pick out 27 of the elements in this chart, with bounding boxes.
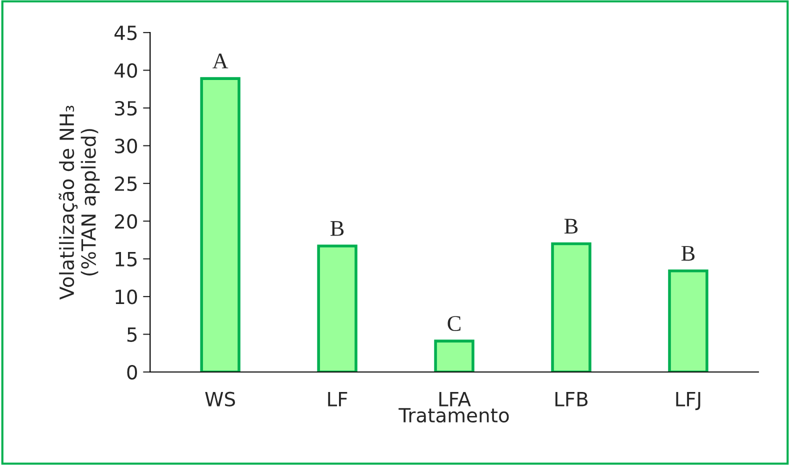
x-tick-label: LFJ xyxy=(676,392,700,410)
bar xyxy=(434,340,474,372)
y-tick-label: 30 xyxy=(115,138,138,154)
x-tick-label: LFA xyxy=(439,392,471,406)
y-tick-label: 40 xyxy=(114,63,138,78)
annotation: B xyxy=(330,221,344,236)
y-tick-label: 45 xyxy=(114,26,137,40)
bar xyxy=(668,270,708,372)
annotation: A xyxy=(212,54,228,68)
y-tick-label: 35 xyxy=(115,100,137,116)
annotation: B xyxy=(564,218,578,234)
x-tick-label: LF xyxy=(328,392,348,406)
annotation: B xyxy=(681,246,695,261)
y-tick-label: 5 xyxy=(127,327,137,342)
y-tick-label: 25 xyxy=(114,176,137,192)
x-tick-label: WS xyxy=(205,392,235,406)
y-tick-label: 20 xyxy=(114,214,138,229)
y-tick-label: 15 xyxy=(116,252,137,267)
y-tick-label: 10 xyxy=(116,290,138,304)
x-tick-label: LFB xyxy=(555,392,588,406)
y-axis-title: Volatilização de NH₃ (%TAN applied) xyxy=(58,106,100,300)
y-tick-label: 0 xyxy=(127,364,138,380)
x-axis-title: Tratamento xyxy=(398,408,509,423)
bar xyxy=(200,77,240,372)
bar xyxy=(317,244,358,372)
annotation: C xyxy=(448,316,460,332)
bar xyxy=(551,242,592,372)
